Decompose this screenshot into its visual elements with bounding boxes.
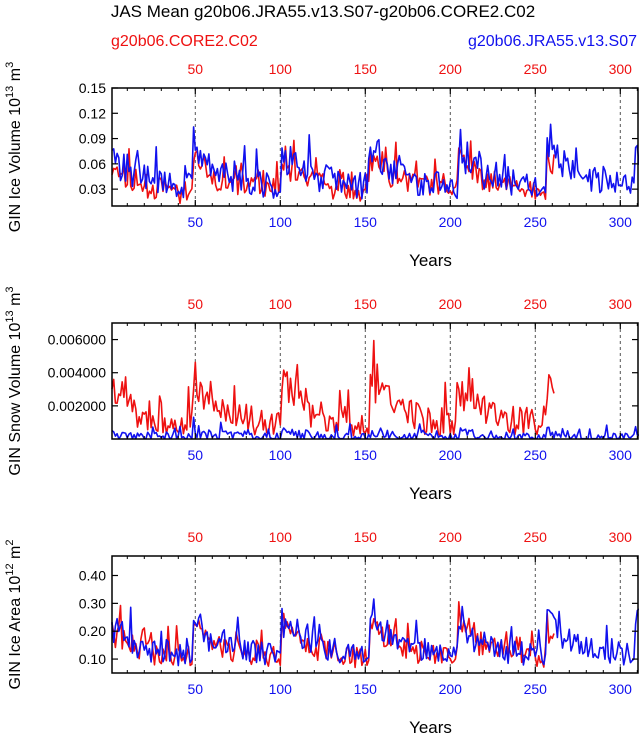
x-tick-label-bottom: 250 (524, 681, 548, 697)
x-tick-label-bottom: 50 (188, 447, 204, 463)
plot-frame (111, 87, 639, 207)
y-tick-label: 0.004000 (48, 365, 107, 381)
x-tick-label-bottom: 200 (439, 447, 463, 463)
chart-panel-3: 0.10 0.20 0.30 0.40 50 100 150 200 250 300 50 100 15… (4, 529, 639, 733)
y-tick-label: 0.10 (79, 651, 106, 667)
y-tick-label: 0.006000 (48, 332, 107, 348)
x-tick-label-bottom: 150 (354, 447, 378, 463)
y-tick-label: 0.15 (79, 80, 106, 96)
x-tick-label-top: 50 (188, 529, 204, 545)
x-tick-label-top: 200 (439, 296, 463, 312)
x-tick-label-top: 150 (354, 61, 378, 77)
x-tick-label-top: 250 (524, 61, 548, 77)
legend-red-label: g20b06.CORE2.C02 (111, 33, 258, 50)
x-tick-label-top: 300 (609, 61, 633, 77)
series-line-blue (111, 123, 639, 200)
x-tick-label-top: 250 (524, 296, 548, 312)
chart-panel-2: 0.002000 0.004000 0.006000 50 100 150 200 250 30… (4, 286, 639, 503)
x-tick-label-bottom: 200 (439, 681, 463, 697)
x-axis-label: Years (409, 484, 452, 503)
x-tick-label-bottom: 100 (269, 447, 293, 463)
x-tick-label-top: 200 (439, 61, 463, 77)
x-tick-label-bottom: 50 (188, 214, 204, 230)
x-tick-label-top: 200 (439, 529, 463, 545)
x-tick-label-top: 150 (354, 529, 378, 545)
x-tick-label-bottom: 100 (269, 214, 293, 230)
x-tick-label-top: 300 (609, 296, 633, 312)
x-tick-label-top: 50 (188, 296, 204, 312)
x-tick-label-bottom: 150 (354, 681, 378, 697)
x-tick-label-bottom: 250 (524, 447, 548, 463)
x-tick-label-bottom: 300 (609, 681, 633, 697)
y-tick-label: 0.002000 (48, 398, 107, 414)
x-axis-label: Years (409, 251, 452, 270)
series-line-blue (111, 416, 639, 440)
plot-frame (111, 555, 639, 674)
series-line-blue (111, 598, 639, 667)
chart-panel-1: 0.03 0.06 0.09 0.12 0.15 50 100 150 200 250 300 50 1… (4, 61, 639, 270)
figure-title: JAS Mean g20b06.JRA55.v13.S07-g20b06.COR… (111, 2, 535, 21)
y-axis-label: GIN Snow Volume 1013 m3 (4, 286, 24, 475)
x-tick-label-top: 250 (524, 529, 548, 545)
series-line-red (111, 339, 555, 437)
x-tick-label-bottom: 50 (188, 681, 204, 697)
x-tick-label-top: 150 (354, 296, 378, 312)
y-tick-label: 0.06 (79, 156, 106, 172)
y-tick-label: 0.12 (79, 105, 106, 121)
x-tick-label-bottom: 150 (354, 214, 378, 230)
y-axis-label: GIN Ice Area 1012 m2 (4, 540, 24, 690)
y-tick-label: 0.20 (79, 623, 106, 639)
x-tick-label-bottom: 250 (524, 214, 548, 230)
y-tick-label: 0.09 (79, 131, 106, 147)
plot-frame (111, 322, 639, 440)
series-line-red (111, 139, 555, 205)
x-tick-label-bottom: 300 (609, 447, 633, 463)
x-tick-label-bottom: 100 (269, 681, 293, 697)
y-tick-label: 0.40 (79, 568, 106, 584)
x-tick-label-top: 100 (269, 529, 293, 545)
x-axis-label: Years (409, 718, 452, 733)
x-tick-label-bottom: 300 (609, 214, 633, 230)
y-tick-label: 0.30 (79, 595, 106, 611)
legend-blue-label: g20b06.JRA55.v13.S07 (468, 33, 637, 50)
x-tick-label-bottom: 200 (439, 214, 463, 230)
x-tick-label-top: 100 (269, 296, 293, 312)
x-tick-label-top: 300 (609, 529, 633, 545)
x-tick-label-top: 50 (188, 61, 204, 77)
y-axis-label: GIN Ice Volume 1013 m3 (4, 62, 24, 232)
x-tick-label-top: 100 (269, 61, 293, 77)
y-tick-label: 0.03 (79, 181, 106, 197)
